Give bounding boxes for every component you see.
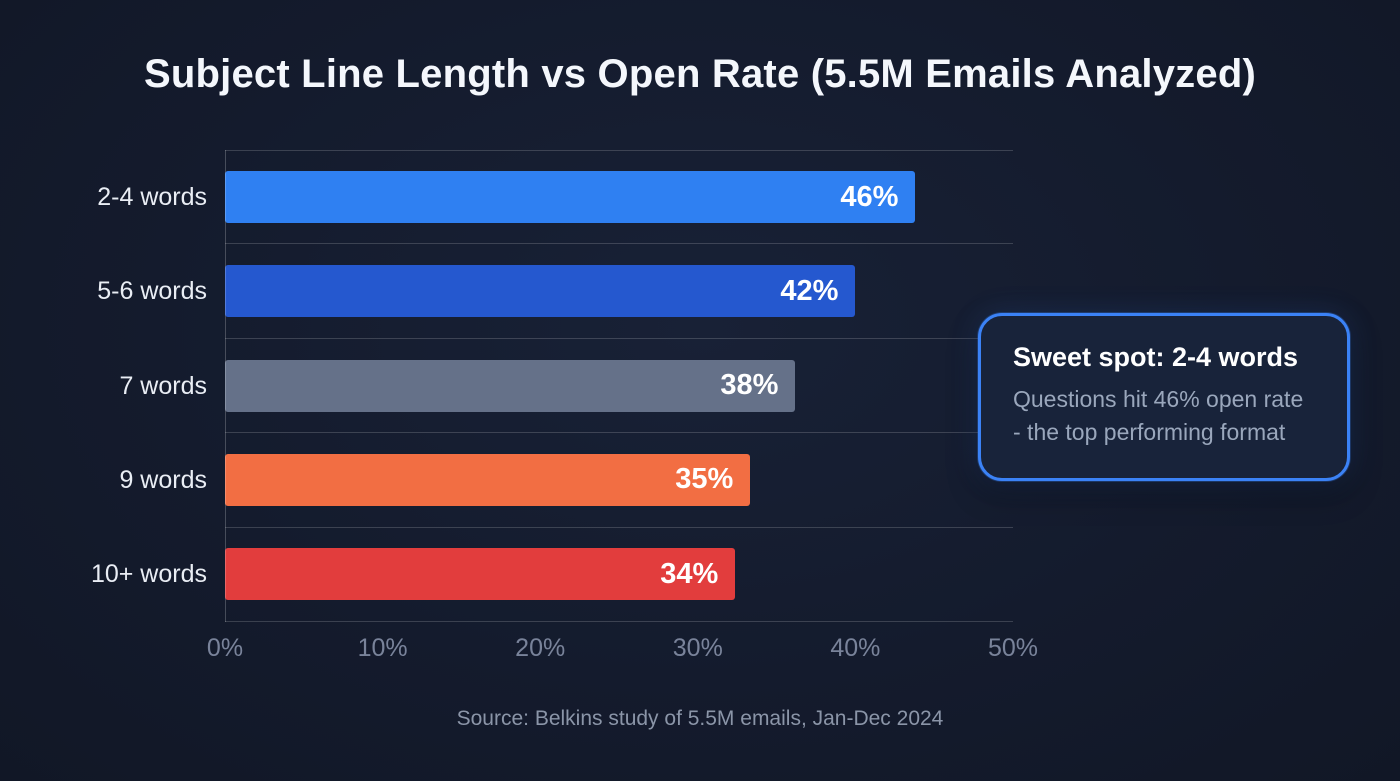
x-axis-ticks: 0% 10% 20% 30% 40% 50% [207,622,1038,662]
x-tick-label: 50% [987,634,1039,662]
chart-row: 7 words 38% [0,339,1013,434]
annotation-callout: Sweet spot: 2-4 words Questions hit 46% … [978,313,1350,481]
category-label: 10+ words [90,560,207,589]
bar: 35% [225,453,751,506]
chart-row: 2-4 words 46% [0,150,1013,245]
x-tick-label: 10% [357,634,408,662]
bar-value-label: 46% [840,180,899,213]
category-label: 7 words [119,371,207,400]
bar: 34% [225,548,736,601]
category-label: 5-6 words [97,277,207,306]
source-attribution: Source: Belkins study of 5.5M emails, Ja… [456,707,944,730]
bar-value-label: 38% [720,369,779,402]
x-tick-label: 0% [206,634,244,662]
bar-chart: 2-4 words 46% 5-6 words 42% 7 words 38% 9 word… [0,150,1038,662]
callout-title: Sweet spot: 2-4 words [1013,342,1299,372]
chart-row: 9 words 35% [0,433,1013,528]
x-tick-label: 20% [515,634,566,662]
bar: 38% [225,359,796,412]
bar-value-label: 34% [660,557,719,590]
bar: 42% [225,265,856,318]
chart-rows: 2-4 words 46% 5-6 words 42% 7 words 38% 9 word… [0,150,1013,623]
chart-row: 5-6 words 42% [0,244,1013,339]
bar-value-label: 42% [780,274,839,307]
y-axis-line [225,150,226,622]
x-tick-label: 40% [830,634,881,662]
bar: 46% [225,171,916,224]
bar-track: 34% [225,528,1013,623]
chart-row: 10+ words 34% [0,528,1013,623]
category-label: 2-4 words [97,182,207,211]
x-tick-label: 30% [672,634,723,662]
bar-track: 35% [225,433,1013,528]
category-label: 9 words [119,465,207,494]
bar-value-label: 35% [675,463,734,496]
bar-track: 42% [225,244,1013,339]
bar-track: 46% [225,150,1013,245]
chart-title: Subject Line Length vs Open Rate (5.5M E… [144,52,1256,96]
callout-body: Questions hit 46% open rate - the top pe… [1013,386,1304,446]
bar-track: 38% [225,339,1013,434]
